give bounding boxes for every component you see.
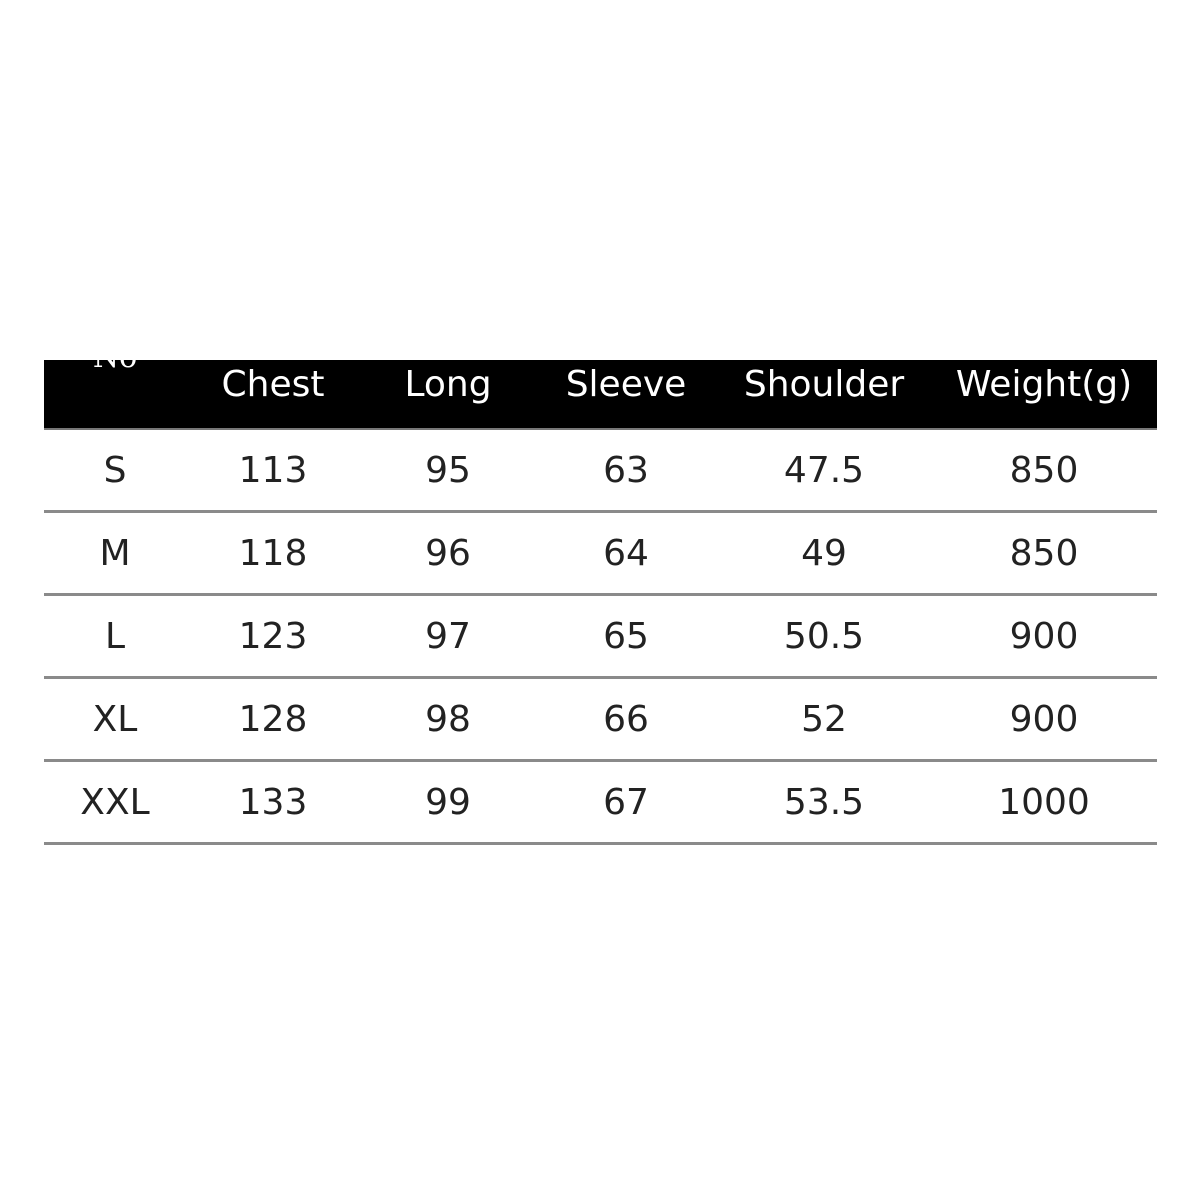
- cell-sleeve: 67: [603, 782, 649, 823]
- header-weight: Weight(g): [955, 364, 1133, 405]
- header-shoulder: Shoulder: [743, 364, 905, 405]
- cell-long: 99: [425, 782, 471, 823]
- table-row: S 113 95 63 47.5 850: [44, 430, 1157, 513]
- cell-size: S: [103, 450, 127, 491]
- cell-sleeve: 65: [603, 616, 649, 657]
- header-chest: Chest: [221, 364, 325, 405]
- cell-weight: 850: [1009, 450, 1079, 491]
- table-row: L 123 97 65 50.5 900: [44, 596, 1157, 679]
- cell-chest: 128: [238, 699, 308, 740]
- cell-chest: 133: [238, 782, 308, 823]
- cell-long: 98: [425, 699, 471, 740]
- header-no: No: [93, 360, 137, 406]
- cell-weight: 900: [1009, 616, 1079, 657]
- cell-shoulder: 49: [801, 533, 847, 574]
- cell-chest: 118: [238, 533, 308, 574]
- cell-sleeve: 63: [603, 450, 649, 491]
- table-row: XL 128 98 66 52 900: [44, 679, 1157, 762]
- cell-sleeve: 64: [603, 533, 649, 574]
- cell-shoulder: 50.5: [783, 616, 865, 657]
- header-long: Long: [404, 364, 492, 405]
- cell-shoulder: 53.5: [783, 782, 865, 823]
- cell-weight: 1000: [998, 782, 1090, 823]
- cell-long: 97: [425, 616, 471, 657]
- header-sleeve: Sleeve: [565, 364, 687, 405]
- cell-size: XL: [92, 699, 138, 740]
- cell-size: L: [104, 616, 126, 657]
- cell-chest: 123: [238, 616, 308, 657]
- table-header: No Chest Long Sleeve Shoulder Weight(g): [44, 360, 1157, 430]
- table-row: M 118 96 64 49 850: [44, 513, 1157, 596]
- cell-weight: 850: [1009, 533, 1079, 574]
- cell-shoulder: 47.5: [783, 450, 865, 491]
- cell-sleeve: 66: [603, 699, 649, 740]
- cell-long: 96: [425, 533, 471, 574]
- size-chart-table: No Chest Long Sleeve Shoulder Weight(g) …: [44, 360, 1157, 845]
- cell-long: 95: [425, 450, 471, 491]
- cell-shoulder: 52: [801, 699, 847, 740]
- cell-size: M: [99, 533, 131, 574]
- table-row: XXL 133 99 67 53.5 1000: [44, 762, 1157, 845]
- cell-weight: 900: [1009, 699, 1079, 740]
- cell-size: XXL: [80, 782, 150, 823]
- cell-chest: 113: [238, 450, 308, 491]
